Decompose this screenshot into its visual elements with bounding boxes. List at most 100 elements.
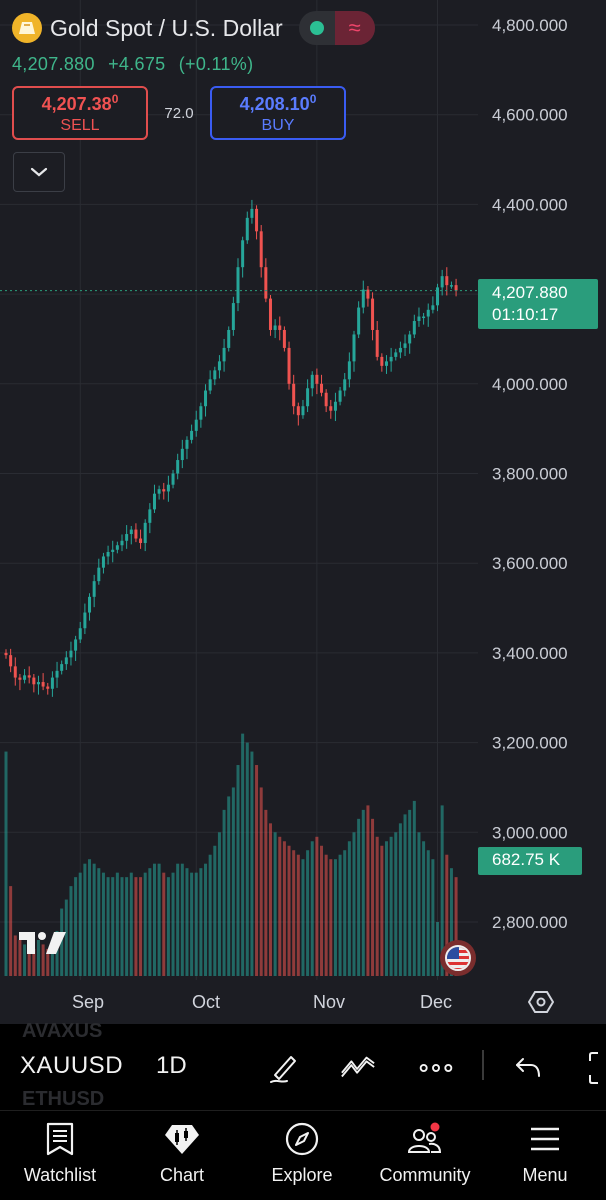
volume-bar — [245, 742, 249, 976]
candle-body — [454, 285, 458, 291]
settings-hexagon-icon — [527, 991, 555, 1013]
y-tick-label: 3,600.000 — [492, 554, 568, 573]
fullscreen-icon — [589, 1052, 598, 1084]
buy-label: BUY — [261, 116, 295, 134]
volume-bar — [241, 733, 245, 976]
volume-bar — [301, 859, 305, 976]
last-price: 4,207.880 — [12, 54, 95, 74]
nav-watchlist[interactable]: Watchlist — [14, 1111, 106, 1200]
candle-body — [23, 675, 27, 680]
volume-bar — [115, 872, 119, 976]
volume-bar — [78, 872, 82, 976]
volume-bar — [259, 787, 263, 976]
candle-body — [282, 329, 286, 348]
nav-menu[interactable]: Menu — [500, 1111, 590, 1200]
candle-body — [338, 390, 342, 402]
volume-bar — [199, 868, 203, 976]
volume-bar — [361, 809, 365, 976]
volume-bar — [357, 818, 361, 976]
volume-bar — [9, 886, 13, 976]
indicators-button[interactable] — [340, 1050, 376, 1086]
candle-body — [268, 298, 272, 330]
sell-price-pip: 0 — [111, 91, 119, 106]
volume-bar — [217, 832, 221, 976]
candle-body — [13, 666, 17, 678]
candle-body — [27, 675, 31, 678]
volume-bar — [296, 854, 300, 976]
buy-button[interactable]: 4,208.100 BUY — [210, 86, 346, 140]
candle-body — [120, 540, 124, 546]
candle-body — [371, 298, 375, 330]
candle-body — [185, 439, 189, 449]
y-tick-label: 4,800.000 — [492, 16, 568, 35]
symbol-selector[interactable]: XAUUSD — [20, 1052, 124, 1079]
drawing-tool-button[interactable] — [266, 1050, 302, 1086]
brush-icon — [270, 1056, 296, 1083]
tradingview-logo[interactable] — [18, 930, 68, 961]
volume-bar — [222, 809, 226, 976]
y-tick-label: 3,000.000 — [492, 823, 568, 842]
market-status-pill[interactable]: ≈ — [298, 11, 375, 45]
volume-bar — [268, 823, 272, 976]
undo-button[interactable] — [510, 1050, 546, 1086]
volume-bar — [27, 939, 31, 976]
nav-community[interactable]: Community — [370, 1111, 480, 1200]
candle-body — [320, 383, 324, 393]
time-label-nov: Nov — [313, 992, 346, 1012]
symbol-title[interactable]: Gold Spot / U.S. Dollar — [50, 14, 283, 41]
candle-body — [329, 406, 333, 411]
candle-body — [166, 484, 170, 492]
volume-bar — [171, 872, 175, 976]
candle-body — [250, 208, 254, 218]
time-axis[interactable]: Sep Oct Nov Dec — [0, 980, 606, 1024]
chart-area[interactable]: 4,800.0004,600.0004,400.0004,200.0004,00… — [0, 0, 606, 980]
nav-explore[interactable]: Explore — [256, 1111, 348, 1200]
candle-body — [208, 379, 212, 391]
y-tick-label: 4,400.000 — [492, 195, 568, 214]
candle-body — [412, 321, 416, 335]
interval-selector[interactable]: 1D — [156, 1052, 187, 1079]
nav-explore-label: Explore — [271, 1165, 333, 1185]
chart-diamond-icon — [165, 1125, 199, 1154]
current-price-tag: 4,207.880 01:10:17 — [478, 279, 598, 329]
indicators-icon — [341, 1056, 375, 1078]
sell-button[interactable]: 4,207.380 SELL — [12, 86, 148, 140]
candle-body — [417, 316, 421, 322]
price-change-line: 4,207.880 +4.675 (+0.11%) — [12, 54, 482, 75]
volume-bar — [398, 823, 402, 976]
time-label-oct: Oct — [192, 992, 221, 1012]
candle-body — [380, 356, 384, 366]
nav-chart[interactable]: Chart — [136, 1111, 228, 1200]
candle-body — [74, 639, 78, 651]
volume-bar — [371, 818, 375, 976]
volume-bar — [278, 836, 282, 976]
candle-body — [9, 655, 13, 667]
candle-body — [445, 276, 449, 286]
volume-bar — [315, 836, 319, 976]
candle-body — [69, 650, 73, 658]
candlestick-chart[interactable]: 4,800.0004,600.0004,400.0004,200.0004,00… — [0, 0, 606, 980]
volume-bar — [417, 832, 421, 976]
collapse-button[interactable] — [13, 152, 65, 192]
more-button[interactable] — [418, 1050, 454, 1086]
sell-label: SELL — [60, 116, 100, 134]
volume-bar — [162, 872, 166, 976]
candle-body — [292, 383, 296, 407]
candle-body — [264, 267, 268, 299]
time-label-dec: Dec — [420, 992, 453, 1012]
compass-icon — [285, 1122, 319, 1156]
y-tick-label: 3,400.000 — [492, 644, 568, 663]
volume-bar — [394, 832, 398, 976]
notification-dot-icon — [430, 1122, 440, 1132]
y-tick-label: 3,800.000 — [492, 465, 568, 484]
candle-body — [384, 361, 388, 366]
volume-bar — [88, 859, 92, 976]
sell-price: 4,207.38 — [41, 93, 112, 114]
candle-body — [97, 567, 101, 582]
us-economic-event-icon[interactable] — [440, 940, 476, 976]
candle-body — [171, 473, 175, 485]
market-open-dot-icon — [309, 21, 324, 35]
chart-settings-button[interactable] — [527, 989, 555, 1020]
fullscreen-button[interactable] — [582, 1050, 606, 1086]
candle-body — [115, 545, 119, 550]
